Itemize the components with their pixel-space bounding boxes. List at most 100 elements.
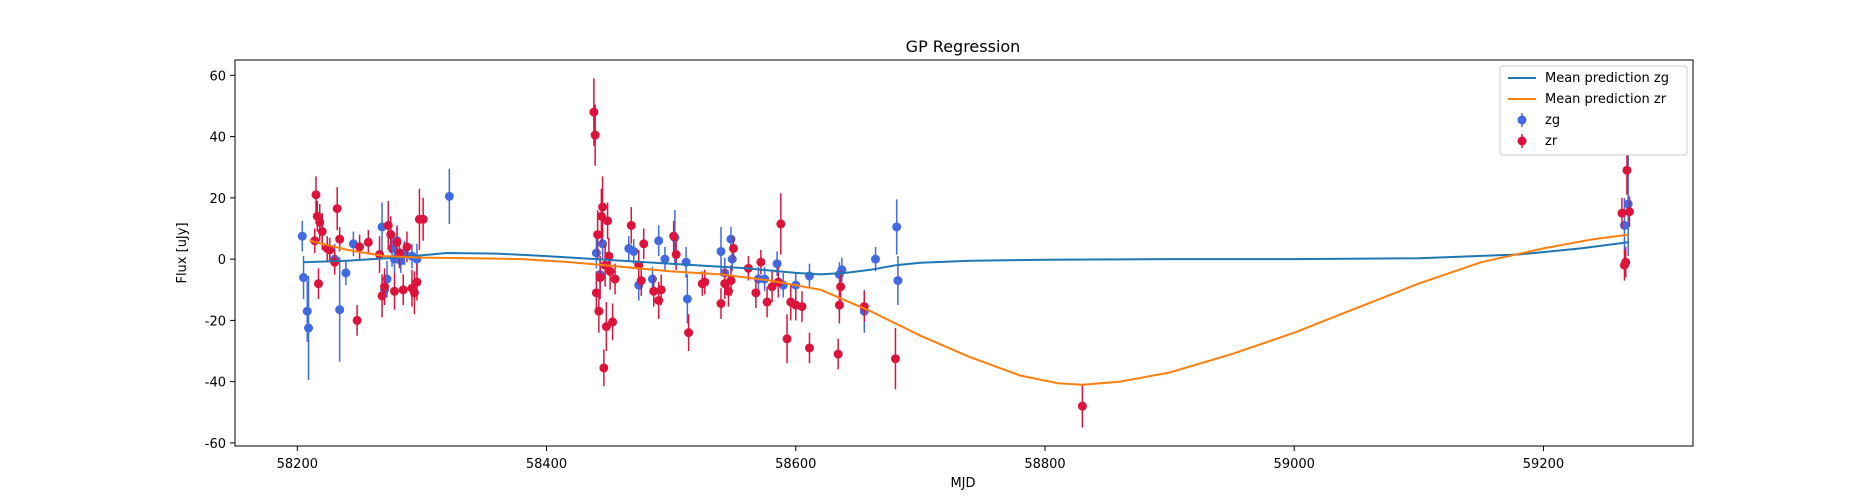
legend-label-zr-line: Mean prediction zr xyxy=(1545,92,1667,107)
y-tick-label: 40 xyxy=(209,131,226,146)
legend: Mean prediction zg Mean prediction zr zg… xyxy=(1499,65,1688,156)
data-point-zg xyxy=(892,222,902,232)
data-point-zr xyxy=(890,354,900,364)
series-layer xyxy=(297,78,1634,428)
legend-marker-zr xyxy=(1517,136,1527,146)
data-point-zg xyxy=(727,254,737,264)
data-point-zr xyxy=(313,279,323,289)
data-point-zr xyxy=(728,243,738,253)
data-point-zg xyxy=(654,236,664,246)
data-point-zr xyxy=(398,285,408,295)
data-point-zr xyxy=(836,282,846,292)
data-point-zg xyxy=(297,231,307,241)
data-point-zr xyxy=(601,322,611,332)
data-point-zr xyxy=(776,219,786,229)
data-point-zg xyxy=(772,259,782,269)
mean-prediction-zr-line xyxy=(309,233,1629,386)
legend-box xyxy=(1499,65,1688,156)
data-point-zr xyxy=(700,277,710,287)
data-point-zr xyxy=(716,299,726,309)
legend-label-zr-points: zr xyxy=(1545,134,1558,149)
data-point-zr xyxy=(756,257,766,267)
legend-label-zg-line: Mean prediction zg xyxy=(1545,71,1669,86)
data-point-zr xyxy=(380,282,390,292)
data-point-zr xyxy=(639,239,649,249)
data-point-zr xyxy=(1077,401,1087,411)
data-point-zr xyxy=(762,297,772,307)
data-point-zr xyxy=(594,306,604,316)
data-point-zr xyxy=(595,273,605,283)
data-point-zr xyxy=(626,220,636,230)
data-point-zr xyxy=(1617,208,1627,218)
data-point-zr xyxy=(1624,207,1634,217)
data-point-zr xyxy=(394,248,404,258)
data-point-zr xyxy=(311,190,321,200)
data-point-zr xyxy=(605,266,615,276)
data-point-zg xyxy=(302,306,312,316)
y-axis-label: Flux [uJy] xyxy=(175,222,190,283)
data-point-zr xyxy=(596,211,606,221)
data-point-zr xyxy=(599,363,609,373)
data-point-zr xyxy=(833,349,843,359)
y-tick-label: 60 xyxy=(209,69,226,84)
data-point-zg xyxy=(871,254,881,264)
data-point-zr xyxy=(363,237,373,247)
data-point-zg xyxy=(682,294,692,304)
data-point-zr xyxy=(636,276,646,286)
legend-marker-zg xyxy=(1517,115,1527,125)
x-tick-label: 59200 xyxy=(1523,457,1564,472)
data-point-zg xyxy=(716,246,726,256)
x-tick-label: 59000 xyxy=(1274,457,1315,472)
plot-frame xyxy=(234,59,1694,447)
data-point-zr xyxy=(610,274,620,284)
data-point-zg xyxy=(893,276,903,286)
y-tick-label: -40 xyxy=(205,376,226,391)
data-point-zg xyxy=(341,268,351,278)
data-point-zr xyxy=(751,288,761,298)
data-point-zg xyxy=(444,191,454,201)
y-tick-label: 20 xyxy=(209,192,226,207)
data-point-zg xyxy=(304,323,314,333)
data-point-zr xyxy=(604,251,614,261)
tick-layer: 58200 58400 58600 58800 59000 59200 -60 -40 -20 0… xyxy=(205,69,1564,472)
data-point-zg xyxy=(335,305,345,315)
chart-title: GP Regression xyxy=(906,37,1021,56)
y-tick-label: 0 xyxy=(218,253,226,268)
data-point-zr xyxy=(330,257,340,267)
legend-label-zg-points: zg xyxy=(1545,113,1560,128)
data-point-zr xyxy=(593,230,603,240)
data-point-zr xyxy=(386,230,396,240)
data-point-zr xyxy=(590,130,600,140)
data-point-zr xyxy=(589,107,599,117)
data-point-zg xyxy=(660,254,670,264)
data-point-zr xyxy=(726,276,736,286)
data-point-zg xyxy=(629,246,639,256)
x-tick-label: 58600 xyxy=(775,457,816,472)
data-point-zr xyxy=(390,286,400,296)
data-point-zr xyxy=(325,245,335,255)
data-point-zr xyxy=(335,234,345,244)
x-tick-label: 58800 xyxy=(1024,457,1065,472)
data-point-zg xyxy=(1623,199,1633,209)
data-point-zr xyxy=(603,216,613,226)
data-point-zr xyxy=(598,202,608,212)
data-point-zr xyxy=(355,242,365,252)
x-axis-label: MJD xyxy=(950,476,975,491)
data-point-zr xyxy=(608,317,618,327)
data-point-zr xyxy=(671,250,681,260)
data-point-zr xyxy=(1622,165,1632,175)
data-point-zr xyxy=(649,286,659,296)
y-tick-label: -60 xyxy=(205,437,226,452)
data-point-zr xyxy=(317,227,327,237)
data-point-zr xyxy=(656,285,666,295)
data-point-zr xyxy=(418,214,428,224)
data-point-zr xyxy=(412,277,422,287)
data-point-zr xyxy=(684,328,694,338)
data-point-zr xyxy=(834,300,844,310)
data-point-zr xyxy=(797,302,807,312)
data-point-zr xyxy=(782,334,792,344)
data-point-zr xyxy=(332,204,342,214)
mean-prediction-zg-line xyxy=(303,241,1629,276)
